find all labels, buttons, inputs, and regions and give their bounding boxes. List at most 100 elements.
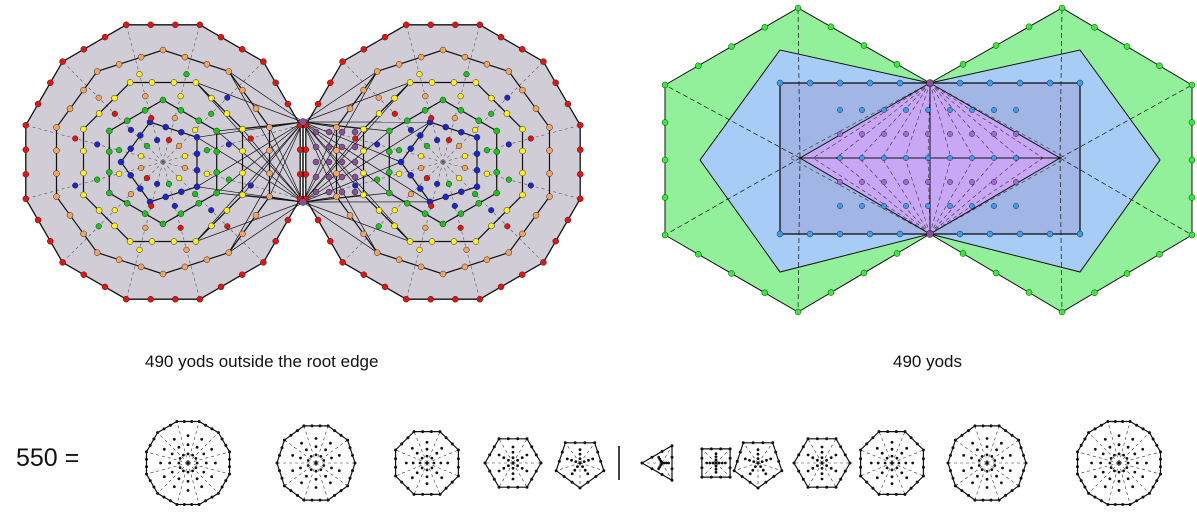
yod <box>208 207 215 214</box>
polygon-spoke <box>807 462 823 488</box>
purple-yod <box>312 128 320 136</box>
yod <box>570 472 574 476</box>
yod <box>552 79 559 87</box>
yod <box>94 141 101 148</box>
yod <box>106 189 113 197</box>
yod <box>239 147 246 155</box>
yod <box>925 203 931 209</box>
yod <box>411 461 415 465</box>
yod <box>970 456 973 460</box>
yod <box>829 456 833 460</box>
yod <box>946 461 950 465</box>
yod <box>989 424 993 428</box>
yod <box>196 295 204 303</box>
yod <box>162 123 169 131</box>
center-yod <box>1117 461 1121 465</box>
yod <box>72 135 79 142</box>
yod <box>661 156 669 164</box>
yod <box>599 459 603 463</box>
yod <box>591 457 595 461</box>
yod <box>903 179 909 185</box>
yod <box>53 193 60 200</box>
polygon-outline <box>640 444 673 482</box>
yod <box>127 145 134 152</box>
yod <box>428 238 436 245</box>
edge-line <box>302 121 378 253</box>
yod <box>792 461 796 465</box>
purple-yod <box>351 128 359 136</box>
yod <box>576 171 584 178</box>
yod <box>657 455 661 459</box>
edge-line <box>195 82 304 123</box>
yod <box>903 155 909 161</box>
yod <box>182 420 186 423</box>
yod <box>565 457 569 461</box>
yod <box>225 249 233 256</box>
yod <box>530 477 534 481</box>
yod <box>909 486 913 490</box>
yod <box>859 465 863 469</box>
edge-line <box>195 201 304 242</box>
yod <box>732 469 736 473</box>
yod <box>1188 119 1196 126</box>
yod <box>375 94 382 101</box>
yod <box>152 437 156 441</box>
yod <box>806 230 814 238</box>
yod <box>473 183 481 190</box>
edge-line <box>269 121 304 197</box>
yod <box>848 461 852 465</box>
yod <box>162 447 166 451</box>
yod <box>1117 434 1121 437</box>
dashed-line <box>881 82 931 159</box>
yod <box>182 453 185 457</box>
yod <box>519 86 526 94</box>
yod <box>145 450 148 454</box>
yod <box>497 283 505 291</box>
polygon-spoke <box>986 462 1019 487</box>
yod <box>111 207 118 214</box>
yod <box>402 295 410 303</box>
yod <box>774 450 778 454</box>
dashed-line <box>929 157 1067 235</box>
yod <box>106 127 113 135</box>
yod <box>1131 437 1135 441</box>
yod <box>503 110 511 117</box>
yod <box>1016 79 1024 87</box>
polygon-spoke <box>1107 462 1120 505</box>
polygon-spoke <box>303 462 317 501</box>
yod <box>381 33 389 41</box>
yod <box>1093 475 1097 479</box>
dashed-line <box>812 157 931 235</box>
yod <box>183 246 190 253</box>
yod <box>177 461 181 465</box>
yod <box>203 147 210 154</box>
yod <box>186 479 190 483</box>
yod <box>278 469 281 473</box>
edge-line <box>216 192 304 203</box>
dashed-line <box>858 157 931 235</box>
yod <box>182 503 186 506</box>
yod <box>1155 443 1159 447</box>
yod <box>101 283 109 291</box>
edge-line <box>228 201 304 253</box>
yod <box>159 270 167 278</box>
yod <box>719 475 723 479</box>
yod <box>330 456 333 460</box>
dashed-line <box>929 82 998 159</box>
yod <box>837 155 843 161</box>
polygon-spoke <box>974 425 988 464</box>
yod <box>319 455 323 458</box>
yod <box>202 452 206 456</box>
yod <box>1099 423 1103 427</box>
yod <box>1117 479 1121 483</box>
yod <box>300 441 303 445</box>
yod <box>438 492 442 496</box>
yod <box>116 147 123 154</box>
yod <box>769 457 773 461</box>
yod <box>562 475 566 478</box>
yod <box>327 79 334 87</box>
edge-line <box>302 128 364 203</box>
yod <box>578 448 582 452</box>
yod <box>417 185 424 192</box>
yod <box>266 124 273 131</box>
